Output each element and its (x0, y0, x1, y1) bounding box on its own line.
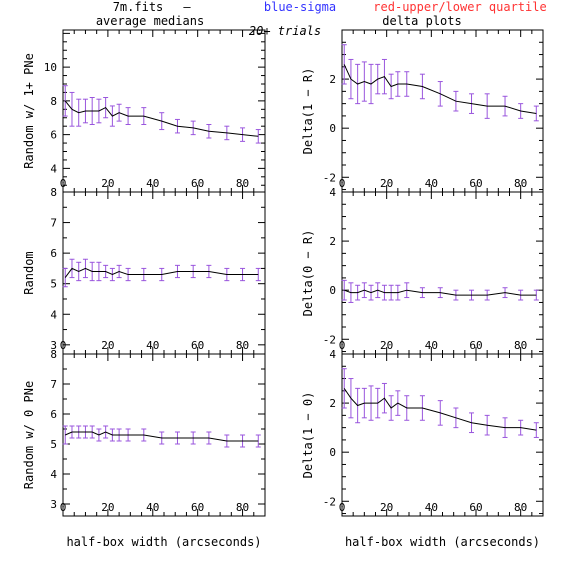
y-tick-label: 6 (50, 247, 57, 260)
x-tick-label: 0 (339, 177, 346, 190)
y-tick-label: 0 (329, 446, 336, 459)
y-axis-label: Delta(0 − R) (301, 230, 315, 317)
legend-red-quartile: red-upper/lower quartile (373, 0, 546, 14)
y-tick-label: 2 (329, 73, 336, 86)
x-tick-label: 40 (146, 339, 159, 352)
x-tick-label: 60 (469, 501, 482, 514)
y-tick-label: 2 (329, 397, 336, 410)
panel-1: 0 20 40 60 80 4 6 8 10 Random w/ 1+ PNe (22, 29, 266, 193)
x-tick-label: 80 (236, 501, 249, 514)
x-tick-label: 20 (101, 501, 114, 514)
y-tick-label: 7 (50, 378, 57, 391)
y-tick-label: 3 (50, 498, 57, 511)
y-axis-label: Random w/ 0 PNe (22, 381, 36, 489)
plot-frame (341, 191, 544, 355)
y-tick-label: 4 (50, 308, 57, 321)
y-tick-label: 3 (50, 339, 57, 352)
y-tick-label: 8 (50, 186, 57, 199)
header-dash: — (183, 0, 191, 14)
x-tick-label: 40 (425, 501, 438, 514)
y-tick-label: 4 (329, 348, 336, 361)
x-tick-label: 80 (514, 339, 527, 352)
y-tick-label: 6 (50, 408, 57, 421)
y-tick-label: 8 (50, 348, 57, 361)
legend-blue-sigma: blue-sigma (264, 0, 336, 14)
x-tick-label: 60 (191, 501, 204, 514)
plot-frame (62, 353, 266, 517)
x-tick-label: 0 (339, 501, 346, 514)
y-tick-label: 0 (329, 122, 336, 135)
x-tick-label: 40 (425, 339, 438, 352)
series-line (64, 431, 259, 442)
series-line (64, 267, 259, 278)
y-tick-label: 4 (50, 162, 57, 175)
x-tick-label: 80 (514, 501, 527, 514)
y-tick-label: 5 (50, 438, 57, 451)
x-tick-label: 0 (60, 177, 67, 190)
y-tick-label: 2 (329, 235, 336, 248)
plot-frame (341, 353, 544, 517)
y-tick-label: 5 (50, 278, 57, 291)
x-tick-label: 0 (339, 339, 346, 352)
y-tick-label: 0 (329, 284, 336, 297)
x-tick-label: 60 (469, 339, 482, 352)
y-tick-label: 6 (50, 129, 57, 142)
x-tick-label: 60 (191, 339, 204, 352)
x-tick-label: 20 (380, 339, 393, 352)
right-column-title: delta plots (382, 14, 461, 28)
x-tick-label: 0 (60, 501, 67, 514)
trials-note: 20+ trials (249, 24, 321, 38)
x-tick-label: 20 (101, 339, 114, 352)
x-tick-label: 40 (146, 177, 159, 190)
y-axis-label: Delta(1 − 0) (301, 392, 315, 479)
y-tick-label: 4 (50, 468, 57, 481)
series-line (344, 289, 537, 296)
panel-5: 0 20 40 60 80 3 4 5 6 7 8 Random w/ 0 PNe half-box w… (22, 348, 266, 549)
series-line (343, 388, 537, 431)
plot-frame (341, 29, 544, 193)
x-tick-label: 80 (236, 339, 249, 352)
y-tick-label: 10 (44, 61, 57, 74)
series-line (343, 64, 537, 114)
y-tick-label: -2 (323, 171, 336, 184)
y-tick-label: 4 (329, 186, 336, 199)
left-column-title: average medians (96, 14, 204, 28)
y-axis-label: Random (22, 251, 36, 294)
y-tick-label: 8 (50, 95, 57, 108)
series-line (64, 100, 259, 137)
panel-3: 0 20 40 60 80 3 4 5 6 7 8 Random (22, 186, 266, 355)
x-axis-label: half-box width (arcseconds) (345, 535, 540, 549)
y-tick-label: -2 (323, 495, 336, 508)
x-tick-label: 20 (101, 177, 114, 190)
x-tick-label: 80 (236, 177, 249, 190)
x-tick-label: 40 (146, 501, 159, 514)
error-bar (341, 368, 347, 409)
x-tick-label: 40 (425, 177, 438, 190)
y-axis-label: Delta(1 − R) (301, 68, 315, 155)
plot-frame (62, 191, 266, 355)
file-name: 7m.fits (113, 0, 164, 14)
y-tick-label: 7 (50, 217, 57, 230)
x-tick-label: 60 (191, 177, 204, 190)
x-axis-label: half-box width (arcseconds) (66, 535, 261, 549)
x-tick-label: 80 (514, 177, 527, 190)
x-tick-label: 60 (469, 177, 482, 190)
y-tick-label: -2 (323, 333, 336, 346)
x-tick-label: 20 (380, 501, 393, 514)
y-axis-label: Random w/ 1+ PNe (22, 53, 36, 169)
x-tick-label: 20 (380, 177, 393, 190)
x-tick-label: 0 (60, 339, 67, 352)
error-bar (341, 44, 347, 85)
